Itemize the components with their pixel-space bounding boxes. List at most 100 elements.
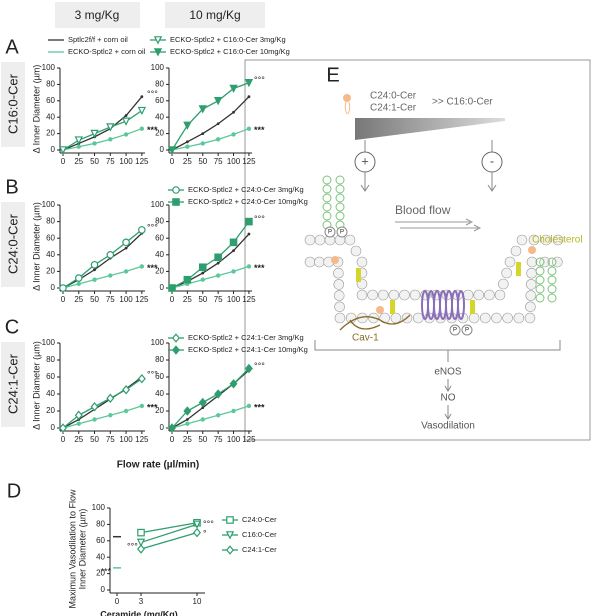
series-line: [62, 378, 143, 429]
y-tick-label: 100: [151, 200, 165, 209]
annotation: ***: [147, 263, 158, 273]
series-line: [171, 128, 250, 151]
point: [74, 410, 83, 420]
lipid-bead: [390, 312, 402, 324]
point: [244, 363, 253, 374]
ceramide: [376, 306, 384, 314]
lipid-bead: [388, 289, 400, 301]
series-line: [171, 233, 250, 289]
y-tick-label: 60: [155, 372, 164, 381]
arrow: [444, 379, 452, 392]
point: [215, 273, 221, 278]
lipid-bead: [344, 234, 356, 246]
lipid-bead: [502, 312, 513, 324]
point: [183, 121, 192, 130]
helix: [547, 293, 557, 303]
phospho-label: P: [340, 230, 344, 236]
lipid-bead: [479, 312, 491, 324]
y-tick-label: 40: [46, 250, 55, 259]
legend-label: C16:0-Cer: [242, 530, 277, 539]
x-tick-label: 25: [183, 295, 192, 304]
y-axis-label: Δ Inner Diameter (µm): [31, 341, 41, 430]
point: [138, 226, 146, 234]
lipid-bead: [473, 289, 485, 301]
diagram-box: [244, 59, 591, 441]
lipid-head: [343, 94, 351, 102]
y-tick-label: 100: [151, 63, 165, 72]
point: [76, 144, 81, 149]
point: [193, 527, 201, 538]
series-line: [62, 265, 143, 289]
lipid-name: C24:0-Cer: [370, 91, 417, 102]
lipid-bead: [367, 289, 378, 301]
lipid-bead: [539, 256, 550, 268]
point: [106, 251, 115, 259]
point: [198, 105, 207, 114]
pathway-step: Vasodilation: [421, 421, 475, 432]
point: [229, 238, 238, 247]
arrow: [487, 172, 497, 192]
lipid-bead: [333, 267, 344, 279]
pathway-step: eNOS: [434, 367, 462, 378]
point: [90, 402, 99, 412]
lipid-bead: [498, 278, 509, 290]
annotation: ***: [254, 263, 265, 273]
y-tick-label: 80: [155, 355, 164, 364]
legend-marker: [153, 48, 163, 57]
point: [215, 137, 221, 142]
legend-label: ECKO-Sptlc2 + C24:1-Cer 10mg/Kg: [188, 345, 308, 354]
y-tick-label: 0: [160, 145, 165, 154]
point: [108, 273, 113, 278]
lipid-bead: [333, 290, 345, 301]
lipid-bead: [525, 301, 536, 313]
annotation: ***: [100, 566, 111, 576]
helix: [322, 202, 332, 212]
y-tick-label: 100: [42, 63, 56, 72]
y-tick-label: 60: [155, 96, 164, 105]
lipid-bead: [304, 256, 316, 268]
point: [185, 421, 190, 426]
point: [244, 78, 254, 88]
series-line: [171, 265, 250, 289]
y-tick-label: 80: [46, 80, 55, 89]
point: [123, 269, 129, 274]
lipid-bead: [510, 245, 522, 257]
point: [215, 413, 221, 418]
x-tick-label: 25: [183, 157, 192, 166]
x-tick-label: 25: [74, 295, 83, 304]
helix: [322, 184, 332, 194]
annotation: ***: [254, 125, 265, 135]
lipid-bead: [524, 312, 536, 324]
point: [124, 246, 128, 250]
lipid-bead: [356, 289, 368, 301]
cholesterol: [390, 300, 395, 314]
x-tick-label: 3: [139, 597, 144, 606]
x-tick-label: 100: [119, 157, 133, 166]
helix: [535, 275, 545, 285]
y-tick-label: 20: [96, 569, 105, 578]
point: [232, 249, 235, 253]
helix: [335, 193, 345, 203]
lipid-bead: [334, 312, 346, 324]
axes: [168, 343, 252, 432]
row-label-box: [1, 342, 25, 427]
y-tick-label: 60: [96, 536, 105, 545]
sign: +: [361, 153, 369, 168]
series-line: [62, 96, 143, 151]
series-line: [140, 522, 198, 534]
point: [90, 129, 99, 139]
series-line: [62, 229, 143, 289]
legend-marker: [153, 36, 163, 45]
series-line: [171, 96, 250, 151]
y-axis-label: Δ Inner Diameter (µm): [31, 65, 41, 154]
series-line: [140, 523, 198, 544]
gradient-wedge: [355, 118, 505, 140]
point: [106, 393, 115, 403]
point: [198, 397, 207, 408]
legend-label: ECKO-Sptlc2 + C16:0-Cer 3mg/Kg: [170, 35, 286, 44]
y-tick-label: 60: [46, 96, 55, 105]
legend-marker: [172, 198, 180, 206]
pathway-step: NO: [441, 393, 456, 404]
x-tick-label: 125: [135, 435, 149, 444]
x-tick-label: 10: [193, 597, 202, 606]
